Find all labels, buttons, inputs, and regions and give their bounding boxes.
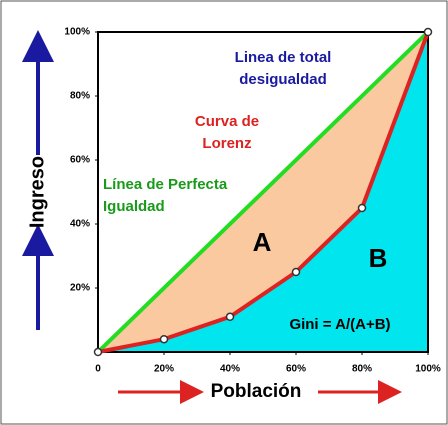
annotation: Lorenz — [202, 135, 251, 152]
annotation: Línea de Perfecta — [103, 176, 228, 193]
y-tick-label: 40% — [70, 219, 90, 230]
x-tick-label: 80% — [352, 364, 372, 375]
y-tick-label: 20% — [70, 283, 90, 294]
point — [159, 334, 169, 344]
point — [423, 27, 433, 37]
y-tick-label: 80% — [70, 91, 90, 102]
x-tick-label: 20% — [154, 364, 174, 375]
x-tick-label: 100% — [415, 364, 441, 375]
annotation: desigualdad — [239, 71, 327, 88]
series-line — [97, 31, 430, 354]
annotation: B — [369, 243, 388, 273]
point — [225, 312, 235, 322]
y-tick-label: 100% — [64, 27, 90, 38]
plot-border — [97, 31, 429, 353]
point — [357, 203, 367, 213]
x-axis-label: Población — [211, 381, 302, 402]
y-axis-label: Ingreso — [26, 156, 48, 228]
annotation: Linea de total — [235, 49, 332, 66]
x-tick-label: 40% — [220, 364, 240, 375]
point — [93, 347, 103, 357]
annotation: Igualdad — [103, 198, 165, 215]
y-tick-label: 60% — [70, 155, 90, 166]
annotation: Curva de — [195, 113, 259, 130]
annotation: Gini = A/(A+B) — [289, 316, 390, 333]
series-line — [96, 30, 430, 354]
point — [291, 267, 301, 277]
annotation: A — [253, 227, 272, 257]
x-tick-label: 0 — [95, 364, 101, 375]
x-tick-label: 60% — [286, 364, 306, 375]
